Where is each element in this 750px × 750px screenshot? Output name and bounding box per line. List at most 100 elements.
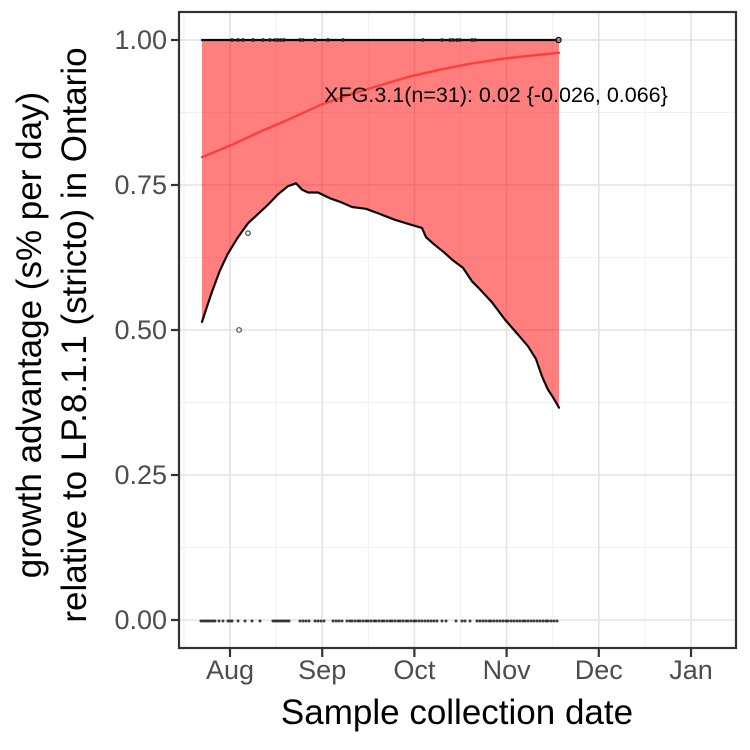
sample-point-bottom [501,619,505,623]
sample-point-bottom [217,619,221,623]
sample-point-bottom [398,619,402,623]
sample-point-bottom [509,619,513,623]
sample-point-top [268,38,272,42]
sample-point-top [236,38,240,42]
sample-point-bottom [301,619,305,623]
y-tick-label: 1.00 [114,25,167,55]
x-tick-label: Sep [298,655,346,685]
data-points [199,36,562,623]
sample-point-bottom [298,619,302,623]
sample-point-bottom [307,619,311,623]
sample-point-bottom [460,619,464,623]
sample-point-bottom [374,619,378,623]
confidence-ribbon [201,40,559,408]
sample-point-top [448,38,452,42]
sample-point-bottom [498,619,502,623]
sample-point-bottom [463,619,467,623]
sample-point-bottom [322,619,326,623]
sample-point-top [313,38,317,42]
sample-point-bottom [526,619,530,623]
sample-point-top [451,38,455,42]
sample-point-bottom [230,619,234,623]
sample-point-bottom [532,619,536,623]
y-tick-label: 0.75 [114,170,167,200]
sample-point-top [279,38,283,42]
sample-point-bottom [382,619,386,623]
sample-point-bottom [393,619,397,623]
sample-point-bottom [221,619,225,623]
y-axis-title-line1: growth advantage (s% per day) [10,92,49,578]
sample-point-bottom [243,619,247,623]
sample-point-bottom [417,619,421,623]
sample-point-bottom [345,619,349,623]
sample-point-bottom [369,619,373,623]
sample-point-bottom [546,619,550,623]
sample-point-bottom [406,619,410,623]
sample-point-bottom [538,619,542,623]
x-tick-label: Oct [393,655,436,685]
sample-point-bottom [481,619,485,623]
x-tick-label: Nov [483,655,532,685]
x-tick-label: Dec [575,655,623,685]
sample-point-bottom [313,619,317,623]
sample-point-bottom [489,619,493,623]
sample-point-outlier [236,327,242,333]
sample-point-top [282,38,286,42]
sample-point-bottom [385,619,389,623]
lower-bound-line [200,182,561,409]
sample-point-top [261,38,265,42]
sample-point-bottom [304,619,308,623]
sample-point-top [421,38,425,42]
sample-point-bottom [358,619,362,623]
sample-point-bottom [414,619,418,623]
y-tick-label: 0.25 [114,460,167,490]
sample-point-bottom [337,619,341,623]
sample-point-bottom [468,619,472,623]
annotation-label: XFG.3.1(n=31): 0.02 {-0.026, 0.066} [324,83,668,107]
sample-point-bottom [334,619,338,623]
sample-point-bottom [475,619,479,623]
sample-point-bottom [236,619,240,623]
y-axis-title-line2: relative to LP.8.1.1 (stricto) in Ontari… [55,47,94,622]
sample-point-bottom [361,619,365,623]
sample-point-top [273,38,277,42]
y-tick-label: 0.00 [114,605,167,635]
sample-point-top [458,38,462,42]
ribbon-area [201,40,559,408]
sample-point-bottom [316,619,320,623]
sample-point-bottom [529,619,533,623]
sample-point-top [230,38,234,42]
sample-point-bottom [440,619,444,623]
sample-point-top [473,38,477,42]
sample-point-bottom [331,619,335,623]
sample-point-bottom [549,619,553,623]
sample-point-bottom [377,619,381,623]
sample-point-bottom [515,619,519,623]
sample-point-top [251,38,255,42]
sample-point-bottom [319,619,323,623]
sample-point-bottom [478,619,482,623]
sample-point-bottom [552,619,556,623]
sample-point-bottom [366,619,370,623]
sample-point-top [298,38,302,42]
sample-point-top [276,38,280,42]
sample-point-bottom [401,619,405,623]
axis-tick-labels: Aug Sep Oct Nov Dec Jan 0.00 0.25 0.50 0.75 1.00 [114,25,712,685]
sample-point-bottom [213,619,217,623]
line-end-marker [555,36,562,44]
sample-point-bottom [495,619,499,623]
axis-ticks [171,38,693,657]
sample-point-bottom [435,619,439,623]
sample-point-bottom [535,619,539,623]
sample-point-top [440,38,444,42]
sample-point-bottom [287,619,291,623]
sample-point-bottom [512,619,516,623]
sample-point-top [470,38,474,42]
fitted-line [200,51,561,159]
sample-point-bottom [409,619,413,623]
x-tick-label: Aug [206,655,254,685]
sample-point-bottom [250,619,254,623]
sample-point-bottom [492,619,496,623]
